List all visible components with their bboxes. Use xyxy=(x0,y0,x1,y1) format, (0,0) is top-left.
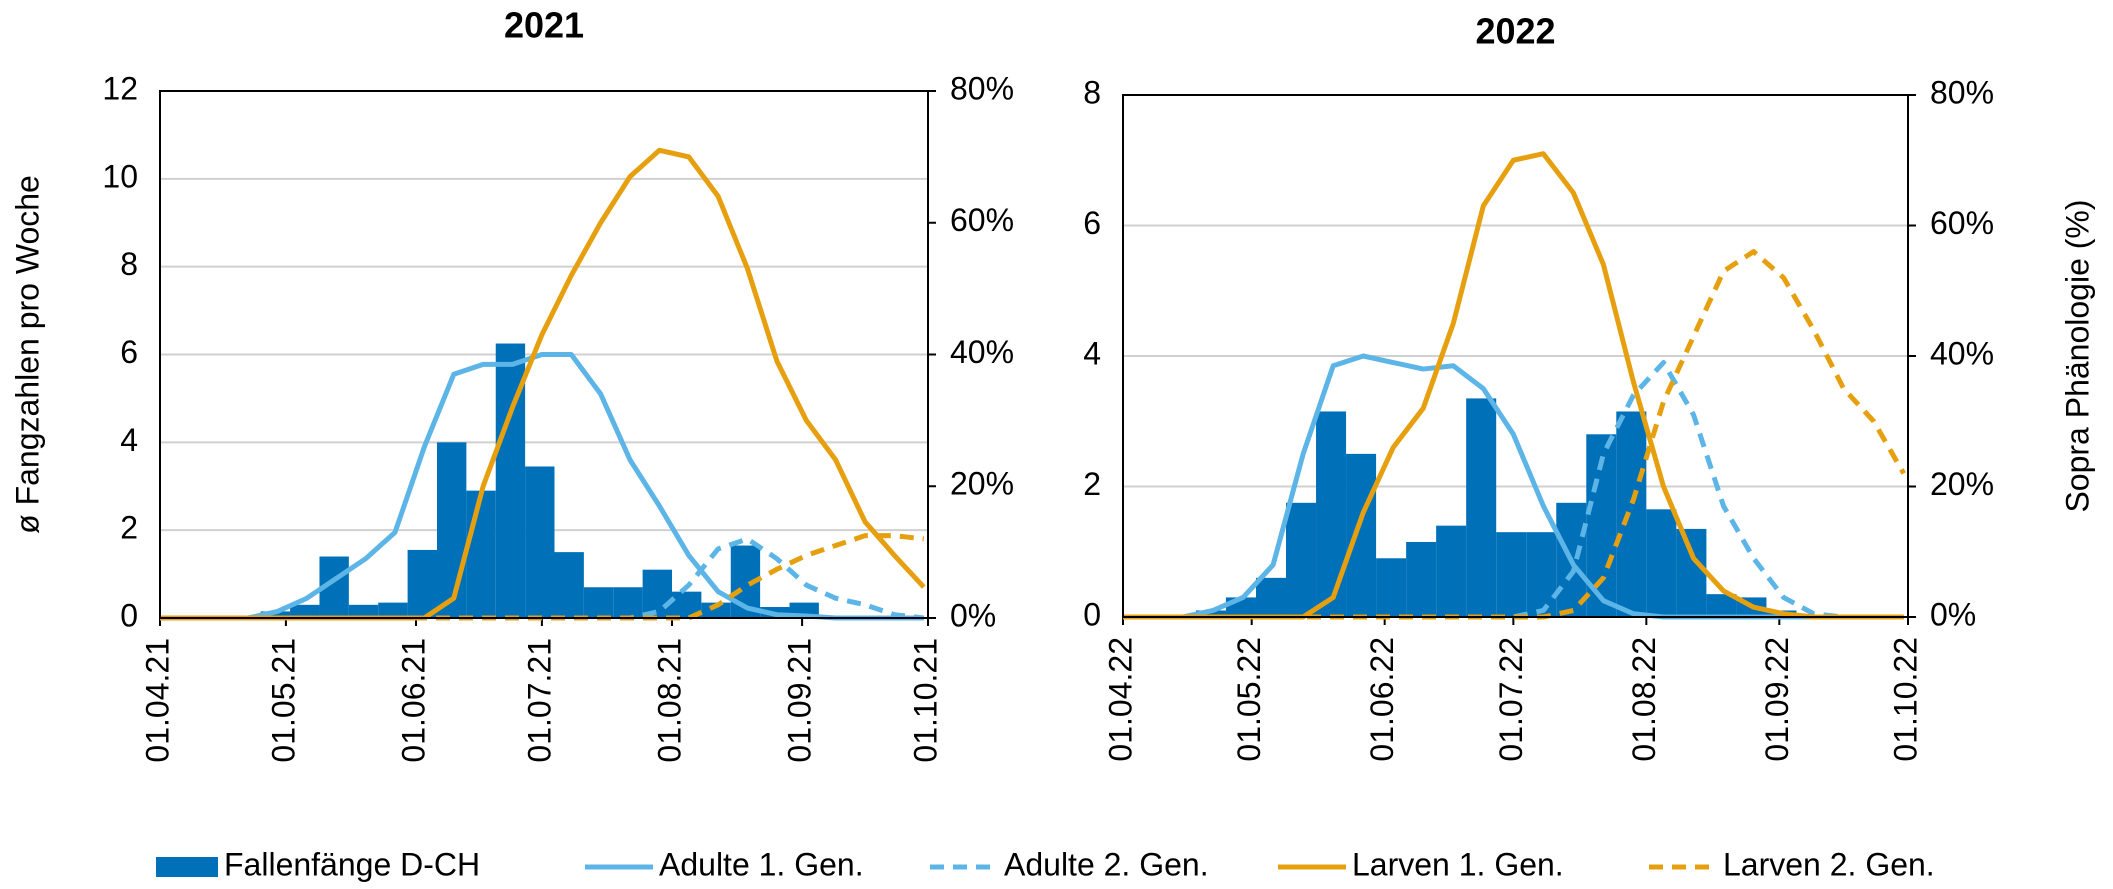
y-tick-label: 6 xyxy=(120,334,138,370)
x-tick-label: 01.07.22 xyxy=(1493,637,1529,762)
y-tick-label: 2 xyxy=(1083,466,1101,502)
bar xyxy=(1466,398,1497,617)
bar xyxy=(1436,525,1467,617)
y-tick-label: 8 xyxy=(1083,74,1101,110)
x-tick-label: 01.04.21 xyxy=(139,638,175,763)
bar xyxy=(1255,577,1287,617)
y2-tick-label: 0% xyxy=(950,597,996,633)
bar xyxy=(1376,558,1407,617)
chart-title: 2022 xyxy=(1475,11,1555,52)
series-line xyxy=(1123,249,1906,620)
y2-tick-label: 20% xyxy=(950,466,1014,502)
bar xyxy=(1346,453,1377,617)
x-tick-label: 01.05.21 xyxy=(265,638,301,763)
bar xyxy=(378,602,408,618)
bar xyxy=(1316,411,1347,617)
x-tick-label: 01.06.22 xyxy=(1364,637,1400,762)
legend-label: Larven 1. Gen. xyxy=(1352,846,1564,882)
y-tick-label: 0 xyxy=(120,597,138,633)
bar xyxy=(583,587,614,618)
bar xyxy=(1616,411,1647,617)
bar xyxy=(1676,528,1707,617)
x-tick-label: 01.05.22 xyxy=(1231,637,1267,762)
bar xyxy=(613,587,643,618)
y-tick-label: 2 xyxy=(120,510,138,546)
y2-tick-label: 0% xyxy=(1930,596,1976,632)
bar xyxy=(1195,610,1226,617)
y-tick-label: 4 xyxy=(120,422,138,458)
bar xyxy=(525,466,555,618)
bar xyxy=(1496,532,1527,617)
y-tick-label: 4 xyxy=(1083,335,1101,371)
y-tick-label: 10 xyxy=(102,158,138,194)
legend-label: Adulte 1. Gen. xyxy=(659,846,864,882)
x-tick-label: 01.06.21 xyxy=(395,638,431,763)
y2-tick-label: 40% xyxy=(1930,335,1994,371)
y-tick-label: 6 xyxy=(1083,205,1101,241)
legend-label: Larven 2. Gen. xyxy=(1723,846,1935,882)
bar xyxy=(701,602,731,618)
x-tick-label: 01.08.22 xyxy=(1626,637,1662,762)
y-tick-label: 12 xyxy=(102,70,138,106)
bar xyxy=(348,604,379,618)
series-line xyxy=(160,352,924,621)
bar xyxy=(554,552,584,618)
bar xyxy=(466,490,496,618)
bar xyxy=(260,611,291,618)
bar xyxy=(1526,532,1557,617)
bar xyxy=(436,442,467,618)
bar xyxy=(1646,509,1677,617)
legend-label: Adulte 2. Gen. xyxy=(1004,846,1209,882)
bar xyxy=(1286,502,1317,617)
bar xyxy=(1406,541,1437,617)
y2-tick-label: 80% xyxy=(1930,74,1994,110)
bar xyxy=(290,604,320,618)
x-tick-label: 01.07.21 xyxy=(521,638,557,763)
chart-title: 2021 xyxy=(504,5,584,46)
y2-axis-label: Sopra Phänologie (%) xyxy=(2059,199,2095,512)
bar xyxy=(1706,594,1737,617)
y-tick-label: 0 xyxy=(1083,596,1101,632)
series-line xyxy=(1123,360,1904,620)
legend-label: Fallenfänge D-CH xyxy=(224,846,480,882)
y2-tick-label: 60% xyxy=(950,202,1014,238)
plot-frame xyxy=(159,90,929,619)
y2-tick-label: 80% xyxy=(950,70,1014,106)
y2-tick-label: 60% xyxy=(1930,205,1994,241)
plot-frame xyxy=(1122,94,1909,618)
bar xyxy=(642,569,672,618)
y-axis-label: ø Fangzahlen pro Woche xyxy=(9,175,45,534)
y2-tick-label: 20% xyxy=(1930,466,1994,502)
x-tick-label: 01.10.21 xyxy=(907,638,943,763)
x-tick-label: 01.04.22 xyxy=(1102,637,1138,762)
x-tick-label: 01.10.22 xyxy=(1887,637,1923,762)
legend-swatch xyxy=(156,857,218,877)
x-tick-label: 01.08.21 xyxy=(651,638,687,763)
y-tick-label: 8 xyxy=(120,246,138,282)
bar xyxy=(407,549,437,618)
x-tick-label: 01.09.21 xyxy=(782,638,818,763)
y2-tick-label: 40% xyxy=(950,334,1014,370)
x-tick-label: 01.09.22 xyxy=(1759,637,1795,762)
